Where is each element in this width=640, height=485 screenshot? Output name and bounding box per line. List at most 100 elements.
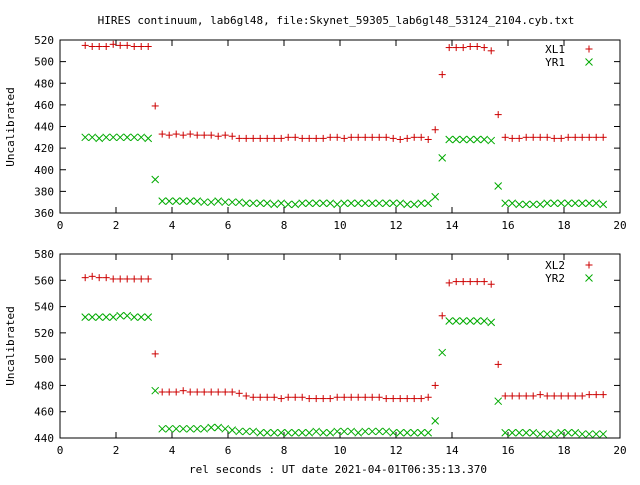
- data-point: [95, 134, 104, 143]
- data-point: [557, 134, 565, 142]
- data-point: [487, 280, 495, 288]
- data-point: [403, 200, 412, 209]
- data-point: [508, 392, 516, 400]
- data-point: [473, 42, 481, 50]
- data-point: [249, 393, 257, 401]
- data-point: [480, 278, 488, 286]
- data-point: [291, 200, 300, 209]
- data-point: [151, 102, 159, 110]
- data-point: [172, 130, 180, 138]
- series-xl1: [81, 40, 607, 143]
- data-point: [130, 133, 139, 142]
- data-point: [417, 199, 426, 208]
- data-point: [424, 428, 433, 437]
- data-point: [249, 134, 257, 142]
- data-point: [473, 317, 482, 325]
- data-point: [375, 199, 384, 208]
- data-point: [375, 133, 383, 141]
- x-tick-label: 12: [389, 219, 402, 232]
- data-point: [361, 393, 369, 401]
- data-point: [452, 278, 460, 286]
- data-point: [165, 131, 173, 139]
- data-point: [263, 199, 272, 208]
- data-point: [515, 392, 523, 400]
- data-point: [466, 42, 474, 50]
- data-point: [515, 200, 524, 209]
- data-point: [368, 393, 376, 401]
- x-tick-label: 4: [169, 219, 176, 232]
- data-point: [333, 133, 341, 141]
- data-point: [116, 311, 125, 320]
- data-point: [158, 424, 167, 433]
- data-point: [95, 42, 103, 50]
- plot-frame: [59, 39, 621, 214]
- data-point: [144, 275, 152, 283]
- data-point: [284, 133, 292, 141]
- data-point: [473, 278, 481, 286]
- data-point: [529, 428, 538, 437]
- data-point: [578, 392, 586, 400]
- data-point: [277, 134, 285, 142]
- y-tick-label: 480: [34, 77, 54, 90]
- data-point: [123, 41, 131, 49]
- data-point: [347, 427, 356, 436]
- data-point: [263, 393, 271, 401]
- y-tick-label: 520: [34, 327, 54, 340]
- x-tick-label: 20: [613, 444, 626, 457]
- data-point: [137, 275, 145, 283]
- data-point: [347, 393, 355, 401]
- data-point: [109, 313, 118, 321]
- data-point: [487, 318, 496, 327]
- data-point: [312, 395, 320, 403]
- data-point: [144, 42, 152, 50]
- data-point: [578, 133, 586, 141]
- data-point: [571, 133, 579, 141]
- data-point: [102, 313, 111, 321]
- data-point: [200, 131, 208, 139]
- data-point: [95, 274, 103, 282]
- data-point: [445, 135, 454, 144]
- data-point: [536, 430, 545, 438]
- data-point: [214, 388, 222, 396]
- data-point: [578, 430, 587, 438]
- data-point: [543, 392, 551, 400]
- data-point: [102, 133, 111, 142]
- data-point: [522, 428, 531, 437]
- data-point: [165, 197, 174, 205]
- y-tick-label: 460: [34, 406, 54, 419]
- data-point: [508, 199, 517, 208]
- legend-label: XL1: [545, 43, 565, 56]
- data-point: [564, 133, 572, 141]
- data-point: [144, 313, 153, 321]
- data-point: [382, 199, 391, 208]
- x-tick-label: 16: [501, 444, 514, 457]
- data-point: [326, 199, 335, 208]
- legend-label: YR2: [545, 272, 565, 285]
- data-point: [284, 200, 293, 209]
- data-point: [375, 427, 384, 436]
- data-point: [431, 417, 440, 425]
- data-point: [193, 197, 202, 205]
- y-tick-label: 520: [34, 34, 54, 47]
- data-point: [585, 199, 594, 208]
- data-point: [256, 199, 265, 208]
- data-point: [333, 200, 342, 209]
- y-tick-label: 440: [34, 121, 54, 134]
- data-point: [382, 427, 391, 436]
- data-point: [88, 313, 97, 321]
- data-point: [368, 199, 377, 208]
- y-tick-label: 540: [34, 301, 54, 314]
- data-point: [396, 135, 404, 143]
- data-point: [487, 136, 496, 145]
- data-point: [179, 424, 188, 433]
- data-point: [403, 134, 411, 142]
- data-point: [228, 132, 236, 140]
- data-point: [445, 44, 453, 52]
- x-axis-label: rel seconds : UT date 2021-04-01T06:35:1…: [189, 463, 487, 476]
- data-point: [550, 430, 559, 438]
- series-yr2: [81, 311, 608, 438]
- data-point: [326, 395, 334, 403]
- data-point: [228, 388, 236, 396]
